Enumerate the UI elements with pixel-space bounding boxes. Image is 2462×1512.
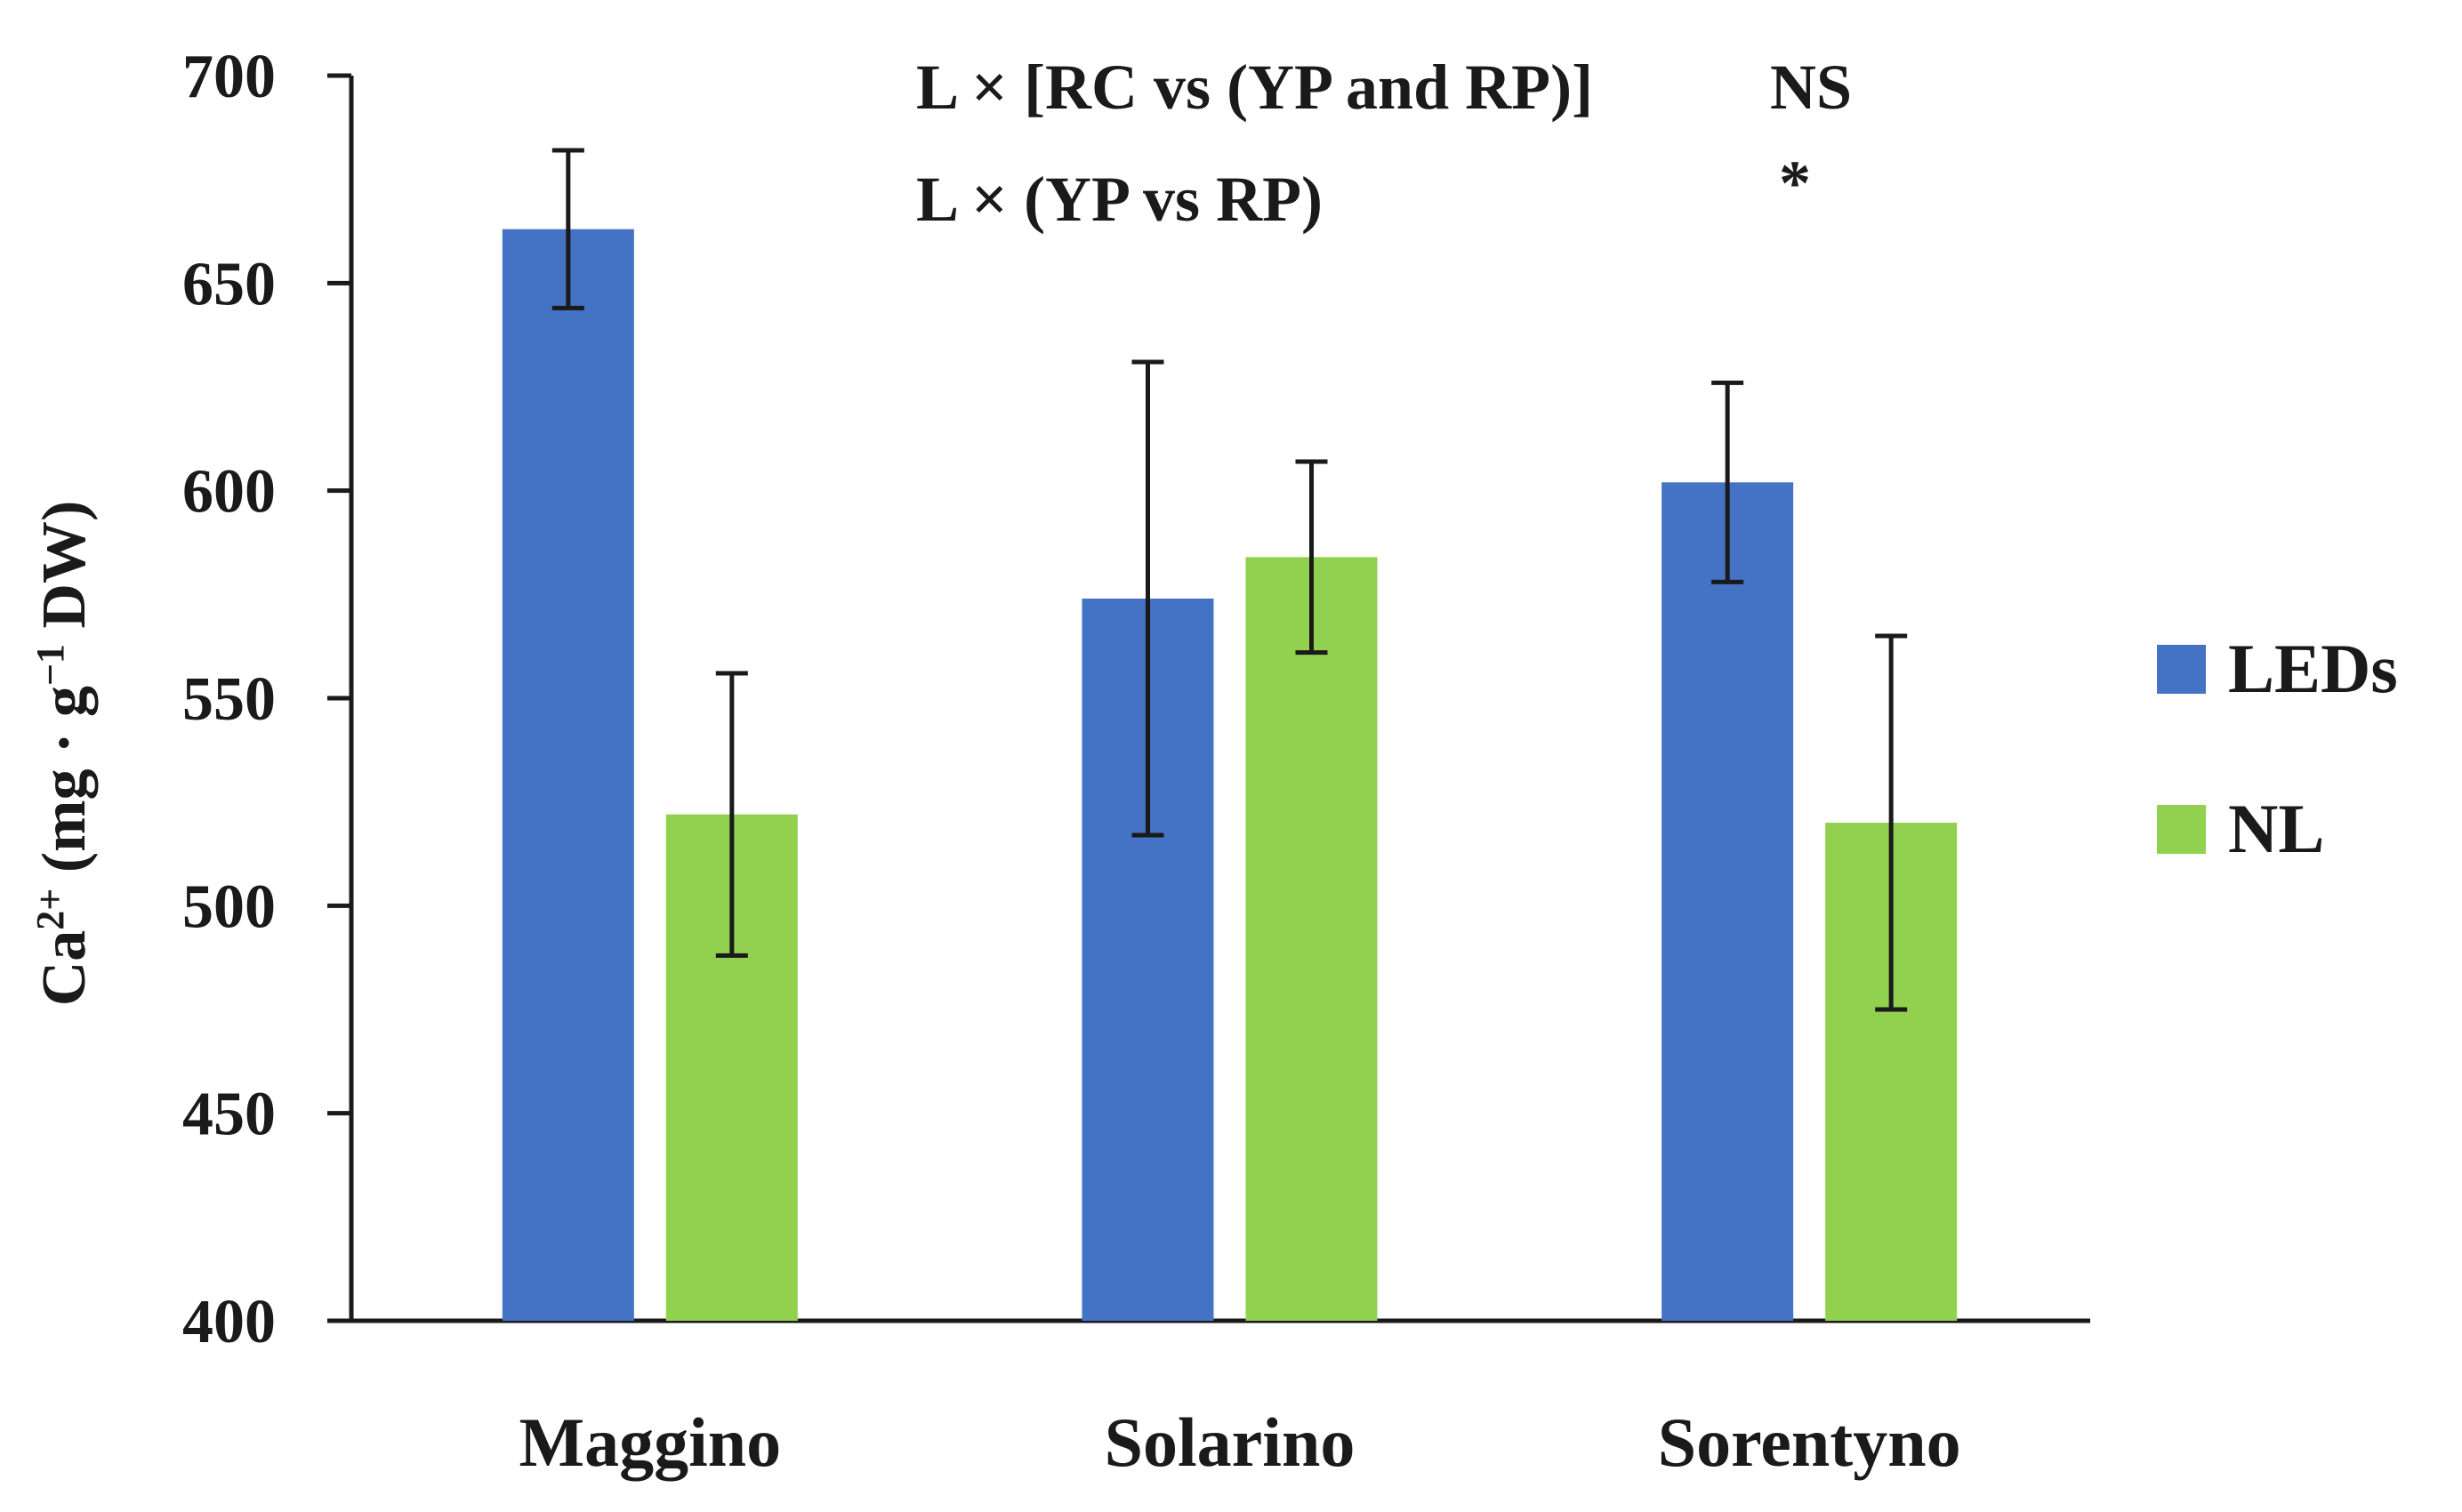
y-tick-label: 700 — [182, 43, 276, 111]
legend-swatch-nl — [2157, 805, 2206, 854]
y-tick-label: 550 — [182, 665, 276, 734]
error-bars — [551, 148, 1908, 1012]
y-ticks: 400 450 500 550 600 650 700 — [182, 43, 351, 1356]
annotations: L × [RC vs (YP and RP)] NS L × (YP vs RP… — [916, 52, 1852, 235]
legend-label-nl: NL — [2228, 790, 2324, 867]
y-tick-label: 650 — [182, 250, 276, 318]
y-axis-label: Ca2+ (mg · g−1 DW) — [28, 501, 99, 1007]
annotation-1-label: L × [RC vs (YP and RP)] — [916, 52, 1593, 123]
bar-leds-maggino — [502, 229, 634, 1322]
legend-swatch-leds — [2157, 645, 2206, 694]
legend-label-leds: LEDs — [2228, 630, 2398, 707]
bar-nl-solarino — [1245, 557, 1378, 1321]
x-category-label: Maggino — [519, 1403, 781, 1481]
x-category-label: Solarino — [1105, 1403, 1356, 1481]
annotation-1-value: NS — [1770, 52, 1852, 123]
x-category-label: Sorentyno — [1658, 1403, 1961, 1481]
y-tick-label: 400 — [182, 1288, 276, 1356]
annotation-2-label: L × (YP vs RP) — [916, 164, 1323, 235]
annotation-2-value: * — [1779, 148, 1811, 219]
y-tick-label: 500 — [182, 873, 276, 941]
bars — [502, 229, 1958, 1322]
x-categories: Maggino Solarino Sorentyno — [519, 1403, 1960, 1481]
y-tick-label: 450 — [182, 1081, 276, 1149]
legend: LEDs NL — [2157, 630, 2398, 867]
y-tick-label: 600 — [182, 458, 276, 527]
bar-leds-sorentyno — [1661, 482, 1794, 1321]
